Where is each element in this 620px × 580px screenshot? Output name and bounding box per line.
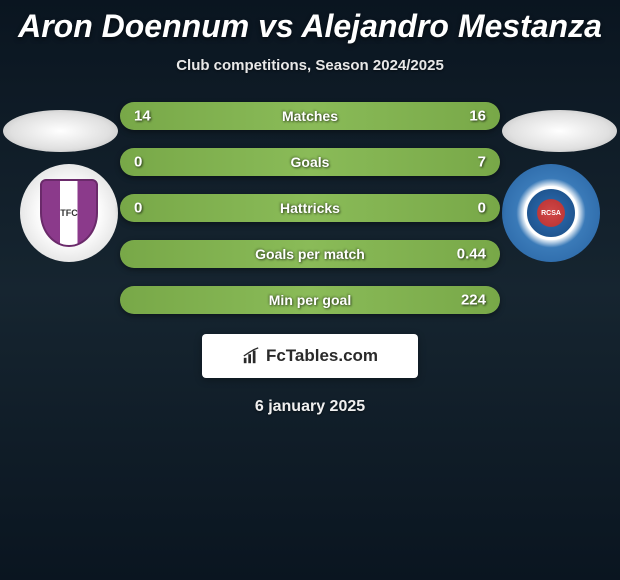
date-text: 6 january 2025 — [0, 398, 620, 416]
branding-text: FcTables.com — [266, 346, 378, 366]
chart-icon — [242, 347, 260, 365]
stat-label: Matches — [282, 108, 338, 124]
player-avatar-right — [502, 110, 617, 152]
team-badge-left-label: TFC — [60, 208, 78, 218]
team-badge-right-label: RCSA — [541, 210, 561, 217]
stat-row-goals-per-match: Goals per match 0.44 — [120, 240, 500, 268]
stat-label: Min per goal — [269, 292, 351, 308]
stat-row-goals: 0 Goals 7 — [120, 148, 500, 176]
team-badge-left-shield: TFC — [40, 179, 98, 247]
branding-box[interactable]: FcTables.com — [202, 334, 418, 378]
stat-value-left: 0 — [134, 154, 142, 171]
stat-value-left: 14 — [134, 108, 151, 125]
stat-value-right: 0 — [478, 200, 486, 217]
page-title: Aron Doennum vs Alejandro Mestanza — [0, 0, 620, 45]
stat-label: Goals — [291, 154, 330, 170]
team-badge-right: RCSA — [502, 164, 600, 262]
stat-value-right: 16 — [469, 108, 486, 125]
stat-value-right: 0.44 — [457, 246, 486, 263]
team-badge-right-roundel: RCSA — [524, 186, 578, 240]
subtitle: Club competitions, Season 2024/2025 — [0, 57, 620, 74]
stat-label: Goals per match — [255, 246, 365, 262]
stat-row-matches: 14 Matches 16 — [120, 102, 500, 130]
comparison-content: TFC RCSA 14 Matches 16 0 Goals 7 0 Hattr… — [0, 102, 620, 416]
team-badge-left: TFC — [20, 164, 118, 262]
stat-label: Hattricks — [280, 200, 340, 216]
player-avatar-left — [3, 110, 118, 152]
stats-list: 14 Matches 16 0 Goals 7 0 Hattricks 0 Go… — [120, 102, 500, 314]
stat-value-left: 0 — [134, 200, 142, 217]
stat-value-right: 7 — [478, 154, 486, 171]
stat-value-right: 224 — [461, 292, 486, 309]
stat-row-hattricks: 0 Hattricks 0 — [120, 194, 500, 222]
stat-row-min-per-goal: Min per goal 224 — [120, 286, 500, 314]
